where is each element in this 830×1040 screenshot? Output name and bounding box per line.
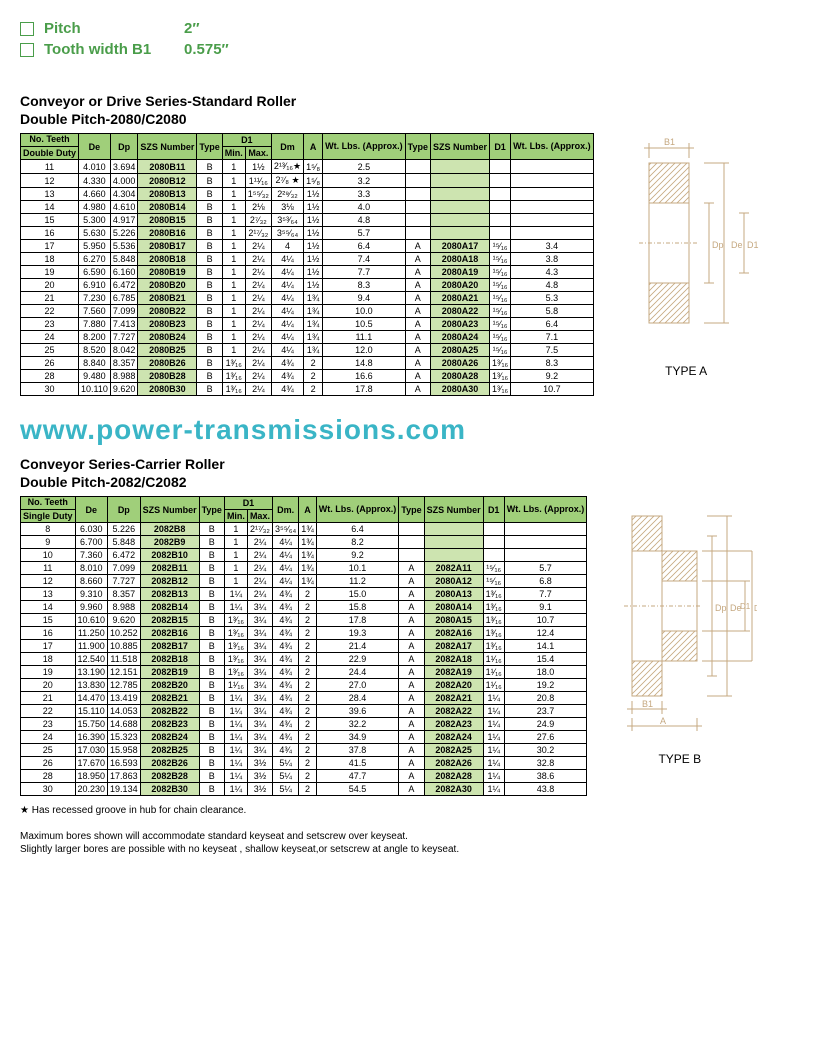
svg-text:Dm: Dm <box>754 604 757 613</box>
svg-text:Dp: Dp <box>715 603 727 613</box>
table-row: 2517.03015.9582082B25B1¼3¼4¾237.8A2082A2… <box>21 744 587 757</box>
table-row: 2114.47013.4192082B21B1¼3¼4¾228.4A2082A2… <box>21 692 587 705</box>
table2-title: Conveyor Series-Carrier Roller <box>20 456 810 472</box>
table-row: 165.6305.2262080B16B12¹⁷⁄₃₂3⁵⁵⁄₆₄1½5.7 <box>21 227 594 240</box>
table-row: 206.9106.4722080B20B12¼4¼1½8.3A2080A20¹⁵… <box>21 279 594 292</box>
spec-pitch-value: 2″ <box>184 20 200 37</box>
table-row: 155.3004.9172080B15B12⁷⁄₃₂3⁵³⁄₆₄1½4.8 <box>21 214 594 227</box>
table-row: 2416.39015.3232082B24B1¼3¼4¾234.9A2082A2… <box>21 731 587 744</box>
table-row: 248.2007.7272080B24B12¼4¼1¾11.1A2080A24¹… <box>21 331 594 344</box>
table-row: 2818.95017.8632082B28B1¼3½5¼247.7A2082A2… <box>21 770 587 783</box>
table-row: 107.3606.4722082B10B12¼4¼1¾9.2 <box>21 549 587 562</box>
table-row: 196.5906.1602080B19B12¼4¼1½7.7A2080A19¹⁵… <box>21 266 594 279</box>
table-row: 118.0107.0992082B11B12¼4¼1¾10.1A2082A11¹… <box>21 562 587 575</box>
table-row: 268.8408.3572080B26B1³⁄₁₆2¼4¾214.8A2080A… <box>21 357 594 370</box>
table2: No. Teeth De Dp SZS Number Type D1 Dm. A… <box>20 496 587 796</box>
svg-text:B1: B1 <box>664 137 675 147</box>
table-row: 258.5208.0422080B25B12¼4¼1¾12.0A2080A25¹… <box>21 344 594 357</box>
footnote-2: Slightly larger bores are possible with … <box>20 843 810 856</box>
checkbox-icon <box>20 43 34 57</box>
svg-text:Dp: Dp <box>712 240 724 250</box>
table-row: 124.3304.0002080B12B11¹¹⁄₁₆2⁷⁄₈ ★1⁵⁄₈3.2 <box>21 174 594 188</box>
table-row: 175.9505.5362080B17B12¼41½6.4A2080A17¹⁵⁄… <box>21 240 594 253</box>
watermark: www.power-transmissions.com <box>20 414 810 446</box>
svg-text:A: A <box>660 716 666 726</box>
spec-tooth-value: 0.575″ <box>184 41 229 58</box>
table-row: 186.2705.8482080B18B12¼4¼1½7.4A2080A18¹⁵… <box>21 253 594 266</box>
svg-text:B1: B1 <box>642 699 653 709</box>
diagram-type-b: De Dp D1 Dm B1 A <box>602 496 757 746</box>
table-row: 128.6607.7272082B12B12¼4¼1¾11.2A2080A12¹… <box>21 575 587 588</box>
table-row: 1812.54011.5182082B18B1³⁄₁₆3¼4¾222.9A208… <box>21 653 587 666</box>
spec-tooth-label: Tooth width B1 <box>44 41 184 58</box>
spec-tooth: Tooth width B1 0.575″ <box>20 41 810 58</box>
table-row: 3020.23019.1342082B30B1¼3½5¼254.5A2082A3… <box>21 783 587 796</box>
table-row: 114.0103.6942080B11B11½2¹³⁄₁₆★1⁵⁄₈2.5 <box>21 160 594 174</box>
table2-subtitle: Double Pitch-2082/C2082 <box>20 474 810 490</box>
svg-text:D1: D1 <box>747 240 759 250</box>
table-row: 96.7005.8482082B9B12¼4¼1¾8.2 <box>21 536 587 549</box>
table-row: 149.9608.9882082B14B1¼3¼4¾215.8A2080A141… <box>21 601 587 614</box>
checkbox-icon <box>20 22 34 36</box>
diagram-b-label: TYPE B <box>602 752 757 766</box>
table-row: 144.9804.6102080B14B12⅛3⅛1½4.0 <box>21 201 594 214</box>
table-row: 2617.67016.5932082B26B1¼3½5¼241.5A2082A2… <box>21 757 587 770</box>
table-row: 289.4808.9882080B28B1³⁄₁₆2¼4¾216.6A2080A… <box>21 370 594 383</box>
svg-text:De: De <box>731 240 743 250</box>
spec-pitch: Pitch 2″ <box>20 20 810 37</box>
table-row: 1711.90010.8852082B17B1³⁄₁₆3¼4¾221.4A208… <box>21 640 587 653</box>
footnote-1: Maximum bores shown will accommodate sta… <box>20 830 810 843</box>
table-row: 1510.6109.6202082B15B1³⁄₁₆3¼4¾217.8A2080… <box>21 614 587 627</box>
table-row: 217.2306.7852080B21B12¼4¼1¾9.4A2080A21¹⁵… <box>21 292 594 305</box>
table-row: 139.3108.3572082B13B1¼2¼4¾215.0A2080A131… <box>21 588 587 601</box>
table-row: 134.6604.3042080B13B11⁵⁵⁄₃₂2²⁹⁄₃₂1½3.3 <box>21 188 594 201</box>
table-row: 237.8807.4132080B23B12¼4¼1¾10.5A2080A23¹… <box>21 318 594 331</box>
table-row: 2315.75014.6882082B23B1¼3¼4¾232.2A2082A2… <box>21 718 587 731</box>
table1: No. Teeth De Dp SZS Number Type D1 Dm A … <box>20 133 594 396</box>
table-row: 2013.83012.7852082B20B1¹⁄₁₆3¼4¾227.0A208… <box>21 679 587 692</box>
table-row: 1611.25010.2522082B16B1³⁄₁₆3¼4¾219.3A208… <box>21 627 587 640</box>
spec-pitch-label: Pitch <box>44 20 184 37</box>
table1-title: Conveyor or Drive Series-Standard Roller <box>20 93 810 109</box>
diagram-a-label: TYPE A <box>609 364 764 378</box>
table-row: 2215.11014.0532082B22B1¼3¼4¾239.6A2082A2… <box>21 705 587 718</box>
footnote-star: ★ Has recessed groove in hub for chain c… <box>20 804 810 817</box>
table-row: 227.5607.0992080B22B12¼4¼1¾10.0A2080A22¹… <box>21 305 594 318</box>
table1-subtitle: Double Pitch-2080/C2080 <box>20 111 810 127</box>
diagram-type-a: B1 De Dp D1 <box>609 133 764 358</box>
table-row: 3010.1109.6202080B30B1³⁄₁₆2¼4¾217.8A2080… <box>21 383 594 396</box>
table-row: 1913.19012.1512082B19B1³⁄₁₆3¼4¾224.4A208… <box>21 666 587 679</box>
table-row: 86.0305.2262082B8B12¹⁷⁄₃₂3⁵⁵⁄₆₄1¾6.4 <box>21 523 587 536</box>
svg-text:D1: D1 <box>740 602 751 611</box>
